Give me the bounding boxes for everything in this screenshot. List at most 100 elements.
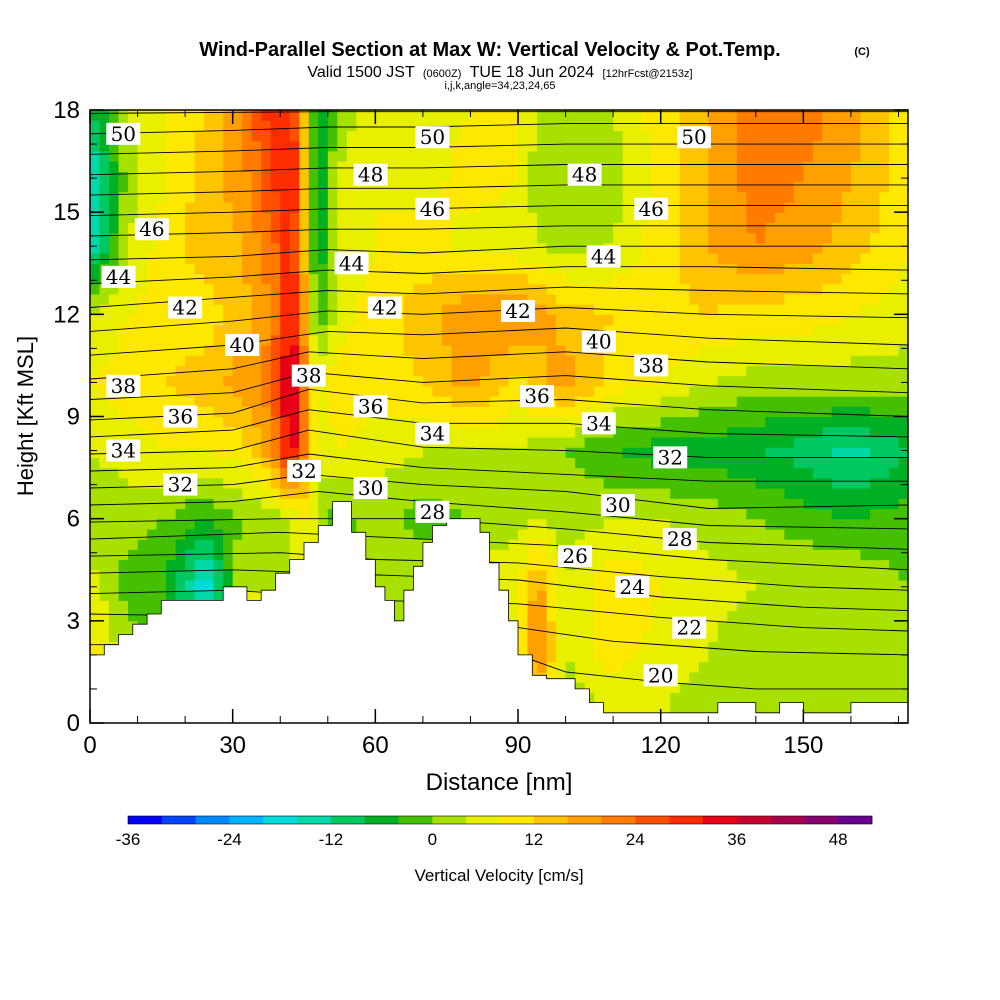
velocity-cell — [689, 273, 700, 285]
velocity-cell — [584, 273, 595, 285]
velocity-cell — [175, 518, 186, 530]
velocity-cell — [613, 120, 624, 132]
velocity-cell — [546, 375, 557, 387]
velocity-cell — [223, 130, 234, 142]
velocity-cell — [670, 324, 681, 336]
velocity-cell — [584, 477, 595, 489]
velocity-cell — [232, 498, 243, 510]
velocity-cell — [327, 334, 338, 346]
velocity-cell — [261, 242, 272, 254]
velocity-cell — [746, 436, 757, 448]
velocity-cell — [213, 232, 224, 244]
velocity-cell — [451, 201, 462, 213]
velocity-cell — [137, 477, 148, 489]
velocity-cell — [242, 283, 253, 295]
velocity-cell — [223, 283, 234, 295]
velocity-cell — [603, 314, 614, 326]
velocity-cell — [565, 375, 576, 387]
velocity-cell — [717, 365, 728, 377]
velocity-cell — [460, 263, 472, 275]
velocity-cell — [831, 222, 843, 234]
velocity-cell — [689, 436, 700, 448]
velocity-cell — [831, 518, 843, 530]
velocity-cell — [232, 508, 243, 520]
velocity-cell — [365, 140, 376, 152]
velocity-cell — [356, 375, 367, 387]
velocity-cell — [679, 600, 690, 612]
velocity-cell — [508, 610, 519, 622]
velocity-cell — [251, 201, 262, 213]
velocity-cell — [594, 569, 605, 581]
velocity-cell — [651, 406, 662, 418]
velocity-cell — [109, 150, 120, 162]
velocity-cell — [527, 171, 538, 183]
velocity-cell — [670, 212, 681, 223]
velocity-cell — [622, 130, 633, 142]
velocity-cell — [499, 498, 510, 510]
velocity-cell — [213, 212, 224, 223]
velocity-cell — [403, 283, 414, 295]
velocity-cell — [128, 528, 139, 540]
velocity-cell — [365, 385, 376, 397]
velocity-cell — [546, 181, 557, 193]
velocity-cell — [727, 344, 738, 356]
velocity-cell — [242, 488, 253, 499]
velocity-cell — [479, 344, 491, 356]
velocity-cell — [175, 232, 186, 244]
velocity-cell — [717, 671, 728, 683]
velocity-cell — [613, 375, 624, 387]
velocity-cell — [441, 110, 453, 121]
velocity-cell — [166, 191, 177, 203]
velocity-cell — [632, 651, 643, 663]
velocity-cell — [213, 334, 224, 346]
velocity-cell — [793, 488, 804, 499]
velocity-cell — [175, 467, 186, 479]
velocity-cell — [460, 355, 472, 367]
velocity-cell — [99, 314, 110, 326]
velocity-cell — [251, 171, 262, 183]
velocity-cell — [299, 344, 310, 356]
velocity-cell — [327, 457, 338, 469]
velocity-cell — [299, 508, 310, 520]
velocity-cell — [822, 641, 833, 653]
velocity-cell — [365, 283, 376, 295]
velocity-cell — [746, 631, 757, 642]
velocity-cell — [860, 304, 871, 315]
velocity-cell — [746, 620, 757, 632]
velocity-cell — [774, 692, 785, 704]
velocity-cell — [670, 344, 681, 356]
velocity-cell — [727, 477, 738, 489]
velocity-cell — [413, 447, 424, 458]
velocity-cell — [850, 212, 862, 223]
velocity-cell — [232, 201, 243, 213]
velocity-cell — [156, 150, 167, 162]
velocity-cell — [556, 641, 567, 653]
velocity-cell — [594, 120, 605, 132]
velocity-cell — [565, 508, 576, 520]
velocity-cell — [232, 263, 243, 275]
velocity-cell — [755, 130, 766, 142]
velocity-cell — [137, 181, 148, 193]
velocity-cell — [403, 528, 414, 540]
velocity-cell — [232, 559, 243, 571]
velocity-cell — [204, 569, 215, 581]
velocity-cell — [803, 406, 814, 418]
velocity-cell — [403, 304, 414, 315]
velocity-cell — [537, 416, 548, 428]
velocity-cell — [708, 161, 719, 172]
velocity-cell — [166, 130, 177, 142]
velocity-cell — [717, 212, 728, 223]
velocity-cell — [537, 212, 548, 223]
velocity-cell — [299, 232, 310, 244]
velocity-cell — [546, 610, 557, 622]
velocity-cell — [194, 314, 205, 326]
velocity-cell — [109, 314, 120, 326]
velocity-cell — [232, 150, 243, 162]
velocity-cell — [242, 304, 253, 315]
velocity-cell — [118, 467, 129, 479]
velocity-cell — [822, 498, 833, 510]
velocity-cell — [822, 559, 833, 571]
velocity-cell — [403, 140, 414, 152]
velocity-cell — [384, 191, 395, 203]
velocity-cell — [575, 457, 586, 469]
